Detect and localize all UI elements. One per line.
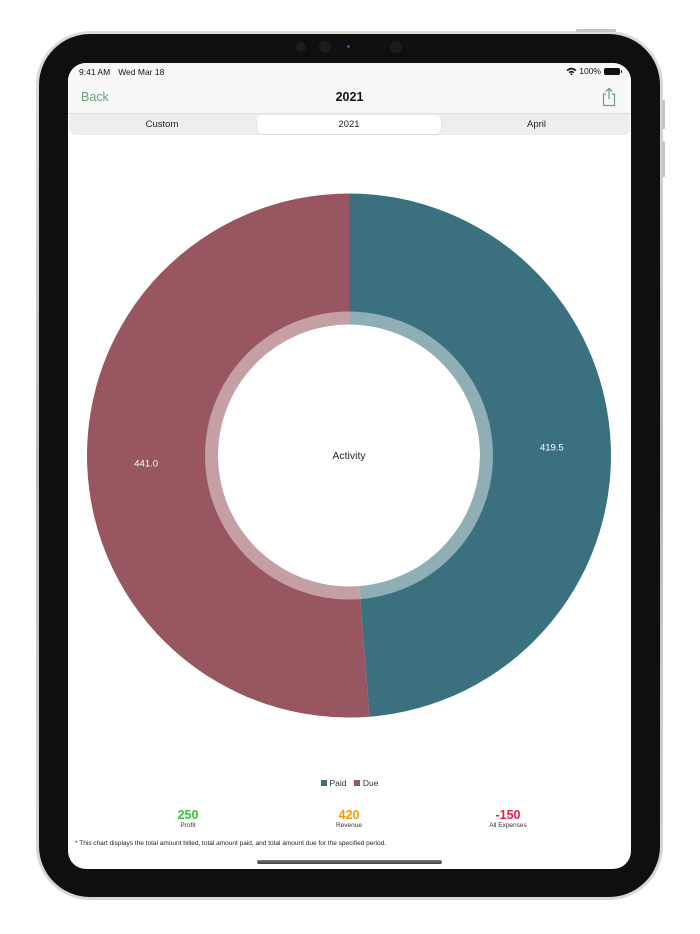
donut-center-label: Activity — [332, 450, 366, 462]
sensor-dot — [319, 41, 331, 53]
top-button — [576, 29, 616, 32]
sensor-dot — [372, 46, 374, 48]
camera-indicator — [347, 45, 350, 48]
battery-percent: 100% — [579, 66, 601, 76]
profit-value: 250 — [177, 808, 199, 822]
metric-all-expenses: -150 All Expenses — [428, 809, 588, 830]
expenses-value: -150 — [495, 808, 521, 822]
legend-label-paid: Paid — [329, 778, 347, 788]
due-swatch-icon — [353, 780, 360, 786]
due-slice[interactable] — [87, 193, 370, 718]
segment-2021[interactable]: 2021 — [257, 115, 441, 134]
revenue-label: Revenue — [335, 822, 363, 829]
back-button[interactable]: Back — [81, 90, 109, 104]
battery-icon — [604, 67, 622, 75]
app-screen: 9:41 AM Wed Mar 18 100% Back 2021 Custom … — [68, 63, 631, 869]
page-title: 2021 — [335, 90, 364, 104]
share-icon[interactable] — [600, 87, 618, 107]
legend-label-due: Due — [362, 778, 379, 788]
metric-profit: 250 Profit — [108, 809, 268, 830]
camera-lens — [390, 41, 402, 53]
volume-down-button — [662, 141, 665, 177]
chart-legend: Paid Due — [68, 778, 631, 788]
wifi-icon — [566, 67, 577, 75]
volume-up-button — [662, 100, 665, 129]
inner-highlight-ring — [205, 311, 493, 600]
status-bar-left: 9:41 AM Wed Mar 18 — [79, 67, 164, 77]
navigation-bar: 9:41 AM Wed Mar 18 100% Back 2021 — [68, 63, 631, 114]
paid-slice[interactable] — [349, 193, 612, 717]
home-indicator[interactable] — [257, 860, 442, 864]
expenses-label: All Expenses — [489, 822, 527, 829]
status-date: Wed Mar 18 — [118, 67, 165, 77]
activity-donut-chart: 419.5 441.0 Activity — [87, 193, 612, 718]
due-value-label: 441.0 — [134, 458, 158, 469]
revenue-value: 420 — [338, 808, 360, 822]
paid-value-label: 419.5 — [540, 443, 564, 454]
period-segmented-control: Custom 2021 April — [69, 114, 630, 135]
sensor-dot — [296, 42, 306, 52]
legend-item-paid[interactable]: Paid — [320, 778, 347, 788]
status-bar-right: 100% — [566, 66, 622, 76]
legend-item-due[interactable]: Due — [353, 778, 379, 788]
segment-custom[interactable]: Custom — [145, 119, 179, 130]
profit-label: Profit — [180, 822, 196, 829]
chart-footnote: * This chart displays the total amount b… — [75, 840, 386, 847]
metric-revenue: 420 Revenue — [269, 809, 429, 830]
paid-swatch-icon — [320, 780, 327, 786]
segment-april[interactable]: April — [526, 119, 546, 130]
status-time: 9:41 AM — [79, 67, 111, 77]
